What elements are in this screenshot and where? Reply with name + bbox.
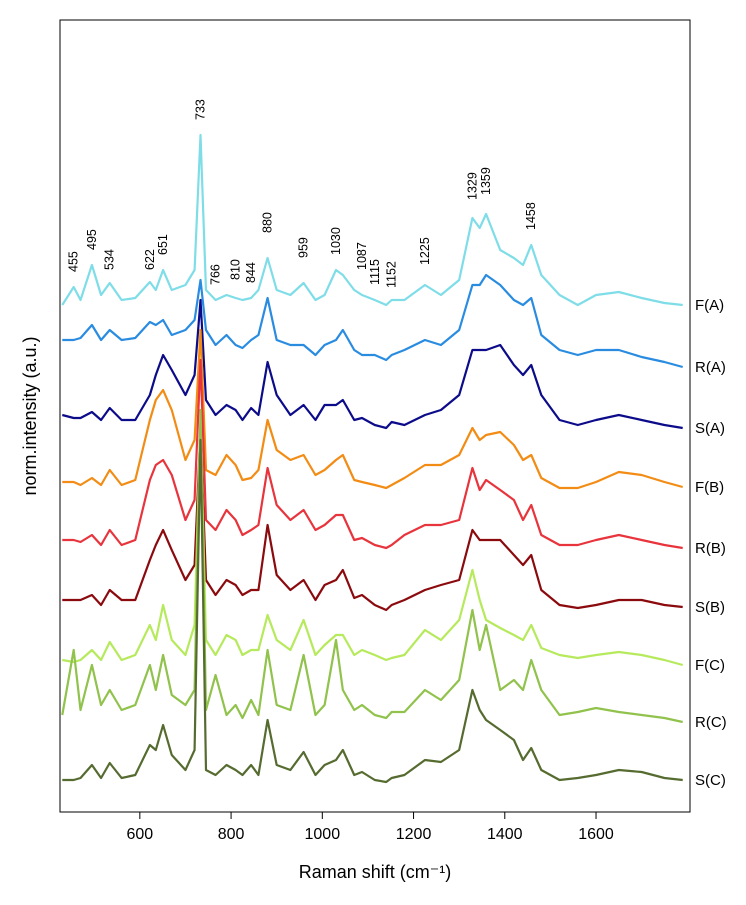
spectrum-line	[62, 418, 683, 667]
spectrum-line	[61, 408, 683, 724]
spectrum-line	[61, 133, 683, 307]
peak-label: 1329	[465, 172, 479, 200]
peak-label: 844	[244, 262, 258, 283]
peak-label: 1458	[524, 202, 538, 230]
x-tick-label: 800	[218, 826, 245, 843]
peak-label: 1030	[329, 227, 343, 255]
spectrum-line	[62, 298, 683, 430]
peak-label: 651	[156, 234, 170, 255]
peak-label: 534	[103, 249, 117, 270]
series-label: S(B)	[695, 599, 725, 616]
series-label: F(B)	[695, 479, 724, 496]
peak-label: 1359	[479, 167, 493, 195]
x-axis-label: Raman shift (cm⁻¹)	[299, 862, 452, 882]
peak-label: 1115	[368, 259, 382, 285]
peak-label: 880	[261, 212, 275, 233]
peak-label: 455	[67, 251, 81, 272]
peak-label: 622	[143, 249, 157, 270]
spectrum-line	[62, 428, 683, 612]
spectrum-line	[62, 438, 683, 784]
series-label: F(C)	[695, 657, 725, 674]
peak-label: 733	[194, 99, 208, 120]
plot-frame	[59, 19, 691, 813]
series-label: S(A)	[695, 420, 725, 437]
peak-label: 959	[297, 237, 311, 258]
peak-label: 766	[209, 264, 223, 285]
x-tick-label: 1600	[578, 826, 614, 843]
peak-label: 1152	[385, 261, 399, 288]
peak-label: 495	[85, 229, 99, 250]
x-tick-label: 1400	[487, 826, 523, 843]
peak-label: 810	[229, 259, 243, 280]
spectrum-line	[62, 273, 683, 369]
spectrum-line	[62, 328, 683, 490]
spectrum-line	[62, 358, 683, 550]
y-axis-label: norm.intensity (a.u.)	[20, 336, 40, 495]
x-tick-label: 1200	[396, 826, 432, 843]
series-label: F(A)	[695, 297, 724, 314]
peak-label: 1087	[355, 242, 369, 270]
x-tick-label: 1000	[305, 826, 341, 843]
series-label: R(B)	[695, 540, 726, 557]
x-tick-label: 600	[126, 826, 153, 843]
series-label: R(A)	[695, 359, 726, 376]
series-label: R(C)	[695, 714, 727, 731]
series-label: S(C)	[695, 772, 726, 789]
peak-label: 1225	[418, 237, 432, 265]
